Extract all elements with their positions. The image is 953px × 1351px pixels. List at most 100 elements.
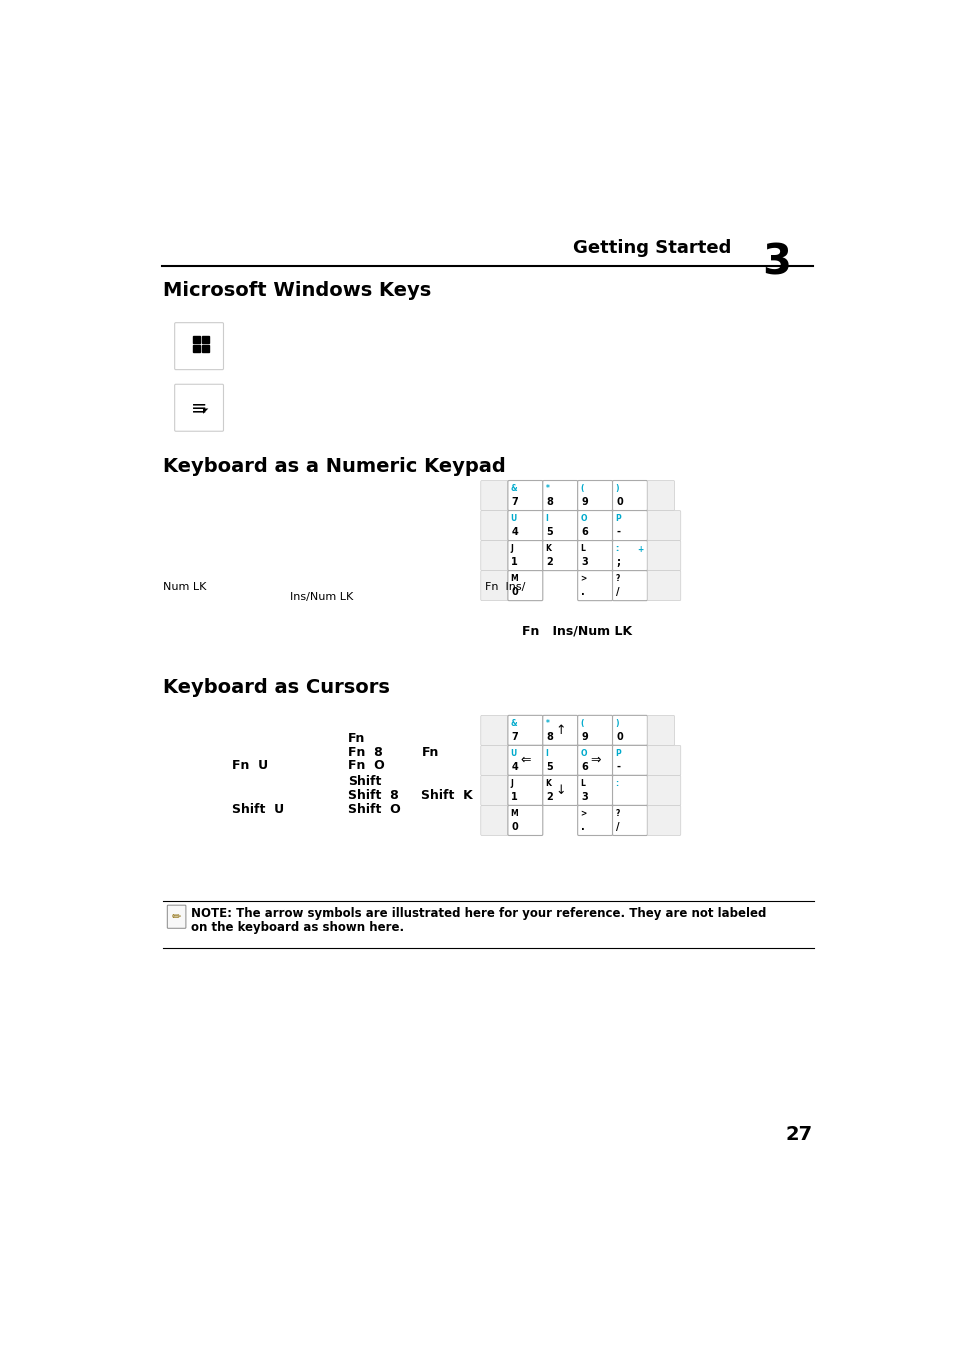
FancyBboxPatch shape — [507, 746, 542, 775]
FancyBboxPatch shape — [647, 805, 680, 835]
Text: :: : — [615, 544, 618, 553]
Text: 2: 2 — [546, 792, 553, 802]
FancyBboxPatch shape — [507, 481, 542, 511]
FancyBboxPatch shape — [578, 570, 612, 601]
Text: Fn  Ins/: Fn Ins/ — [484, 582, 525, 592]
FancyBboxPatch shape — [578, 540, 612, 570]
Text: Ins/Num LK: Ins/Num LK — [290, 592, 353, 601]
Text: :: : — [615, 780, 618, 788]
Text: Fn  8: Fn 8 — [348, 746, 382, 759]
Text: +: + — [637, 544, 642, 554]
FancyBboxPatch shape — [507, 540, 542, 570]
Text: P: P — [615, 513, 620, 523]
FancyBboxPatch shape — [612, 775, 647, 805]
Text: Fn  O: Fn O — [348, 759, 384, 771]
Text: /: / — [616, 821, 618, 832]
Text: 5: 5 — [546, 762, 553, 771]
FancyBboxPatch shape — [480, 775, 507, 805]
FancyBboxPatch shape — [647, 540, 680, 570]
FancyBboxPatch shape — [612, 716, 647, 746]
FancyBboxPatch shape — [612, 481, 647, 511]
Text: Keyboard as Cursors: Keyboard as Cursors — [163, 678, 390, 697]
Text: &: & — [510, 484, 517, 493]
Text: -: - — [616, 527, 619, 538]
Text: Num LK: Num LK — [163, 582, 207, 592]
FancyBboxPatch shape — [507, 570, 542, 601]
Text: Fn: Fn — [348, 732, 365, 744]
Text: 4: 4 — [511, 527, 517, 538]
FancyBboxPatch shape — [480, 511, 507, 540]
FancyBboxPatch shape — [647, 481, 674, 511]
Text: 7: 7 — [511, 732, 517, 742]
FancyBboxPatch shape — [507, 511, 542, 540]
Text: ?: ? — [615, 574, 619, 584]
FancyBboxPatch shape — [480, 746, 507, 775]
Text: ≡: ≡ — [191, 399, 207, 417]
FancyBboxPatch shape — [480, 716, 507, 746]
Text: Shift  K: Shift K — [421, 789, 473, 802]
Text: K: K — [545, 544, 551, 553]
FancyBboxPatch shape — [647, 746, 680, 775]
FancyBboxPatch shape — [612, 805, 647, 835]
Text: Fn   Ins/Num LK: Fn Ins/Num LK — [521, 624, 632, 638]
Text: ◤: ◤ — [203, 408, 209, 415]
Text: 9: 9 — [580, 497, 587, 507]
Text: *: * — [545, 484, 549, 493]
FancyBboxPatch shape — [542, 775, 578, 805]
Text: ;: ; — [616, 557, 619, 567]
Text: 8: 8 — [546, 497, 553, 507]
Text: Shift  U: Shift U — [232, 802, 283, 816]
FancyBboxPatch shape — [480, 540, 507, 570]
Text: ↓: ↓ — [555, 784, 565, 797]
Bar — [202, 346, 209, 353]
FancyBboxPatch shape — [507, 775, 542, 805]
FancyBboxPatch shape — [507, 716, 542, 746]
Text: (: ( — [579, 719, 583, 728]
Text: ↑: ↑ — [555, 724, 565, 736]
Bar — [202, 336, 209, 343]
Text: P: P — [615, 748, 620, 758]
Text: 8: 8 — [546, 732, 553, 742]
Text: 3: 3 — [580, 557, 587, 567]
Text: 1: 1 — [511, 557, 517, 567]
FancyBboxPatch shape — [578, 511, 612, 540]
Text: O: O — [579, 748, 586, 758]
FancyBboxPatch shape — [578, 805, 612, 835]
Text: on the keyboard as shown here.: on the keyboard as shown here. — [192, 921, 404, 935]
Text: &: & — [510, 719, 517, 728]
Text: ⇒: ⇒ — [589, 754, 599, 767]
Text: .: . — [580, 588, 584, 597]
Text: ✏: ✏ — [172, 912, 181, 921]
FancyBboxPatch shape — [480, 805, 507, 835]
Text: >: > — [579, 809, 586, 817]
Text: J: J — [510, 544, 513, 553]
Text: Shift  O: Shift O — [348, 802, 400, 816]
Text: Microsoft Windows Keys: Microsoft Windows Keys — [163, 281, 431, 300]
Text: K: K — [545, 780, 551, 788]
FancyBboxPatch shape — [542, 540, 578, 570]
Text: L: L — [579, 780, 584, 788]
Text: 7: 7 — [511, 497, 517, 507]
Text: Keyboard as a Numeric Keypad: Keyboard as a Numeric Keypad — [163, 457, 506, 476]
Bar — [193, 336, 199, 343]
Text: 1: 1 — [511, 792, 517, 802]
FancyBboxPatch shape — [542, 481, 578, 511]
Text: 3: 3 — [761, 242, 791, 284]
Text: (: ( — [579, 484, 583, 493]
Text: ⇐: ⇐ — [519, 754, 530, 767]
Text: 27: 27 — [785, 1124, 812, 1143]
FancyBboxPatch shape — [542, 716, 578, 746]
Text: /: / — [616, 588, 618, 597]
Text: 0: 0 — [616, 497, 622, 507]
Text: U: U — [510, 748, 517, 758]
Text: Fn: Fn — [421, 746, 438, 759]
Text: *: * — [545, 719, 549, 728]
Text: Getting Started: Getting Started — [573, 239, 731, 257]
FancyBboxPatch shape — [167, 905, 186, 928]
FancyBboxPatch shape — [647, 511, 680, 540]
Text: 6: 6 — [580, 527, 587, 538]
FancyBboxPatch shape — [578, 716, 612, 746]
Text: 3: 3 — [580, 792, 587, 802]
Text: 6: 6 — [580, 762, 587, 771]
Bar — [193, 346, 199, 353]
